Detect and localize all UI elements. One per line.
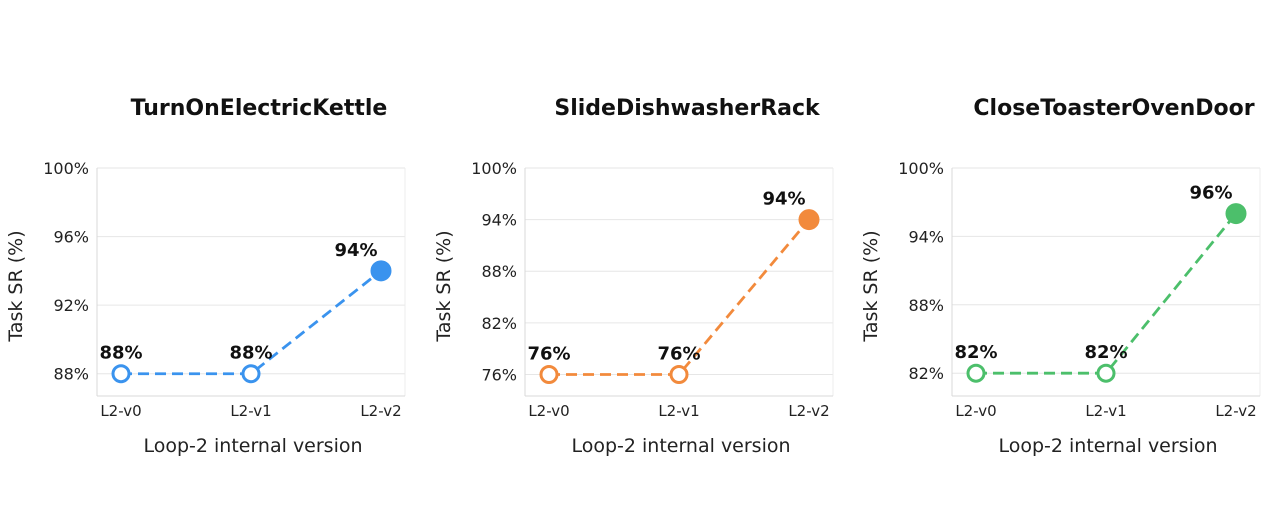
y-tick-label: 76% xyxy=(481,365,517,384)
data-point xyxy=(798,209,820,231)
data-label: 88% xyxy=(99,343,142,364)
chart-title: CloseToasterOvenDoor xyxy=(973,96,1254,121)
data-label: 82% xyxy=(1084,342,1127,363)
y-tick-label: 82% xyxy=(908,364,944,383)
y-tick-label: 100% xyxy=(898,159,944,178)
data-label: 82% xyxy=(954,342,997,363)
data-label: 88% xyxy=(229,343,272,364)
chart-title: TurnOnElectricKettle xyxy=(131,96,388,121)
y-axis-label: Task SR (%) xyxy=(433,230,455,342)
y-axis-label: Task SR (%) xyxy=(5,230,27,342)
y-tick-label: 88% xyxy=(481,262,517,281)
data-point xyxy=(1096,363,1116,383)
data-point xyxy=(111,364,131,384)
x-tick-label: L2-v0 xyxy=(528,402,569,420)
x-tick-label: L2-v1 xyxy=(230,402,271,420)
y-tick-label: 88% xyxy=(908,296,944,315)
data-point xyxy=(669,364,689,384)
data-label: 94% xyxy=(334,240,377,261)
y-tick-label: 94% xyxy=(908,227,944,246)
panel-2: 82% 88% 94% 100% L2-v0 L2-v1 L2-v2 CloseToaster… xyxy=(860,96,1261,457)
data-point xyxy=(966,363,986,383)
x-tick-label: L2-v1 xyxy=(1085,402,1126,420)
panel-0: 88% 92% 96% 100% L2-v0 L2-v1 L2-v2 TurnOnElectr… xyxy=(5,96,406,457)
chart-title: SlideDishwasherRack xyxy=(554,96,821,121)
y-tick-label: 82% xyxy=(481,314,517,333)
x-tick-label: L2-v2 xyxy=(360,402,401,420)
data-point xyxy=(1225,203,1247,225)
data-point xyxy=(241,364,261,384)
data-label: 94% xyxy=(762,189,805,210)
y-tick-label: 94% xyxy=(481,211,517,230)
y-axis-label: Task SR (%) xyxy=(860,230,882,342)
data-point xyxy=(539,364,559,384)
x-axis-label: Loop-2 internal version xyxy=(143,435,362,457)
y-tick-label: 96% xyxy=(53,228,89,247)
y-tick-label: 100% xyxy=(43,159,89,178)
x-tick-label: L2-v2 xyxy=(1215,402,1256,420)
x-axis-label: Loop-2 internal version xyxy=(571,435,790,457)
data-label: 76% xyxy=(657,343,700,364)
x-tick-label: L2-v2 xyxy=(788,402,829,420)
data-label: 96% xyxy=(1189,183,1232,204)
data-point xyxy=(370,260,392,282)
y-tick-label: 88% xyxy=(53,365,89,384)
x-tick-label: L2-v0 xyxy=(100,402,141,420)
y-tick-label: 100% xyxy=(471,159,517,178)
x-tick-label: L2-v0 xyxy=(955,402,996,420)
y-tick-label: 92% xyxy=(53,296,89,315)
panel-1: 76% 82% 88% 94% 100% L2-v0 L2-v1 L2-v2 SlideDish… xyxy=(433,96,834,457)
data-label: 76% xyxy=(527,343,570,364)
x-tick-label: L2-v1 xyxy=(658,402,699,420)
x-axis-label: Loop-2 internal version xyxy=(998,435,1217,457)
